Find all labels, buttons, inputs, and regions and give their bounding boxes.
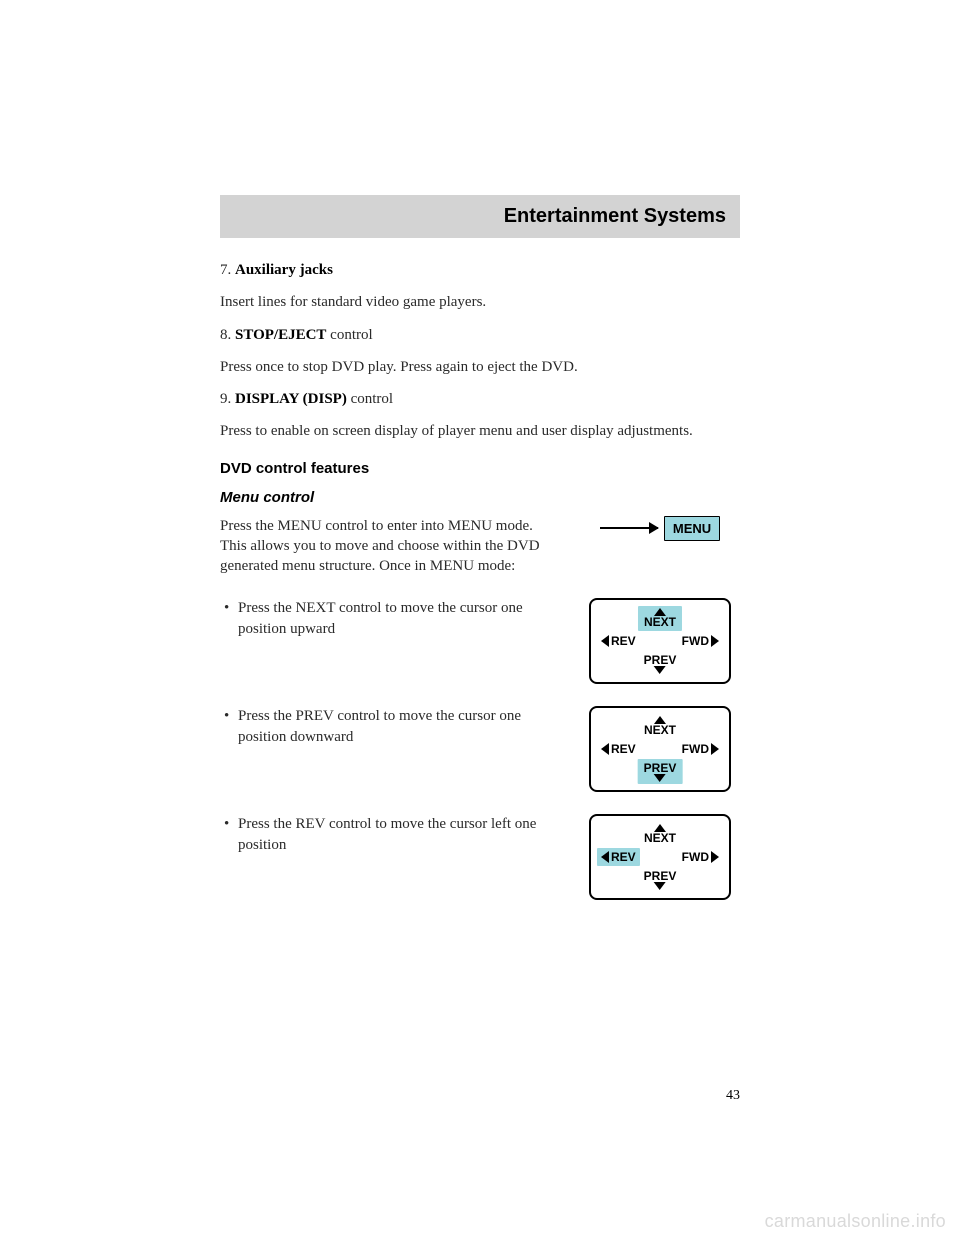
header-title: Entertainment Systems	[504, 205, 726, 227]
item-number: 9.	[220, 391, 231, 407]
navpad-rev: NEXT PREV REV FWD	[589, 814, 731, 900]
section-heading: DVD control features	[220, 460, 740, 477]
next-button: NEXT	[638, 714, 682, 739]
fwd-label: FWD	[682, 635, 709, 647]
menu-intro: Press the MENU control to enter into MEN…	[220, 516, 552, 577]
triangle-right-icon	[711, 851, 719, 863]
rev-button: REV	[597, 740, 640, 758]
item-number: 7.	[220, 262, 231, 278]
item-9-desc: Press to enable on screen display of pla…	[220, 421, 740, 441]
item-7-desc: Insert lines for standard video game pla…	[220, 292, 740, 312]
next-label: NEXT	[644, 832, 676, 844]
prev-label: PREV	[644, 762, 677, 774]
rev-button: REV	[597, 632, 640, 650]
page-number: 43	[726, 1088, 740, 1104]
prev-button: PREV	[638, 867, 683, 892]
navpad-prev: NEXT PREV REV FWD	[589, 706, 731, 792]
fwd-label: FWD	[682, 851, 709, 863]
menu-row: Press the MENU control to enter into MEN…	[220, 516, 740, 577]
bullet-row-next: Press the NEXT control to move the curso…	[220, 598, 740, 684]
triangle-right-icon	[711, 635, 719, 647]
prev-button: PREV	[638, 759, 683, 784]
page: Entertainment Systems 7. Auxiliary jacks…	[0, 0, 960, 900]
item-8-title: 8. STOP/EJECT control	[220, 325, 740, 345]
item-bold: STOP/EJECT	[235, 327, 326, 343]
prev-label: PREV	[644, 870, 677, 882]
arrow-right-icon	[600, 527, 658, 529]
triangle-down-icon	[654, 774, 666, 782]
bullet-text: Press the REV control to move the cursor…	[220, 814, 552, 855]
next-button: NEXT	[638, 822, 682, 847]
item-number: 8.	[220, 327, 231, 343]
item-8-desc: Press once to stop DVD play. Press again…	[220, 357, 740, 377]
header-bar: Entertainment Systems	[220, 195, 740, 238]
item-9-title: 9. DISPLAY (DISP) control	[220, 389, 740, 409]
menu-intro-text: Press the MENU control to enter into MEN…	[220, 516, 552, 577]
fwd-button: FWD	[678, 848, 723, 866]
fwd-button: FWD	[678, 740, 723, 758]
watermark: carmanualsonline.info	[765, 1211, 946, 1232]
item-tail: control	[347, 391, 393, 407]
item-tail: control	[326, 327, 372, 343]
subsection-heading: Menu control	[220, 489, 740, 506]
fwd-button: FWD	[678, 632, 723, 650]
bullet-text: Press the PREV control to move the curso…	[220, 706, 552, 747]
rev-label: REV	[611, 851, 636, 863]
menu-button: MENU	[664, 516, 720, 541]
fwd-label: FWD	[682, 743, 709, 755]
navpad-next: NEXT PREV REV FWD	[589, 598, 731, 684]
item-bold: Auxiliary jacks	[235, 262, 333, 278]
bullet-text: Press the NEXT control to move the curso…	[220, 598, 552, 639]
rev-label: REV	[611, 635, 636, 647]
item-bold: DISPLAY (DISP)	[235, 391, 347, 407]
bullet-row-prev: Press the PREV control to move the curso…	[220, 706, 740, 792]
bullet-row-rev: Press the REV control to move the cursor…	[220, 814, 740, 900]
next-label: NEXT	[644, 616, 676, 628]
rev-label: REV	[611, 743, 636, 755]
menu-diagram: MENU	[600, 516, 720, 541]
next-label: NEXT	[644, 724, 676, 736]
triangle-left-icon	[601, 743, 609, 755]
triangle-left-icon	[601, 851, 609, 863]
prev-button: PREV	[638, 651, 683, 676]
menu-diagram-col: MENU	[580, 516, 740, 541]
triangle-down-icon	[654, 666, 666, 674]
rev-button: REV	[597, 848, 640, 866]
item-7-title: 7. Auxiliary jacks	[220, 260, 740, 280]
triangle-down-icon	[654, 882, 666, 890]
triangle-right-icon	[711, 743, 719, 755]
next-button: NEXT	[638, 606, 682, 631]
prev-label: PREV	[644, 654, 677, 666]
triangle-left-icon	[601, 635, 609, 647]
